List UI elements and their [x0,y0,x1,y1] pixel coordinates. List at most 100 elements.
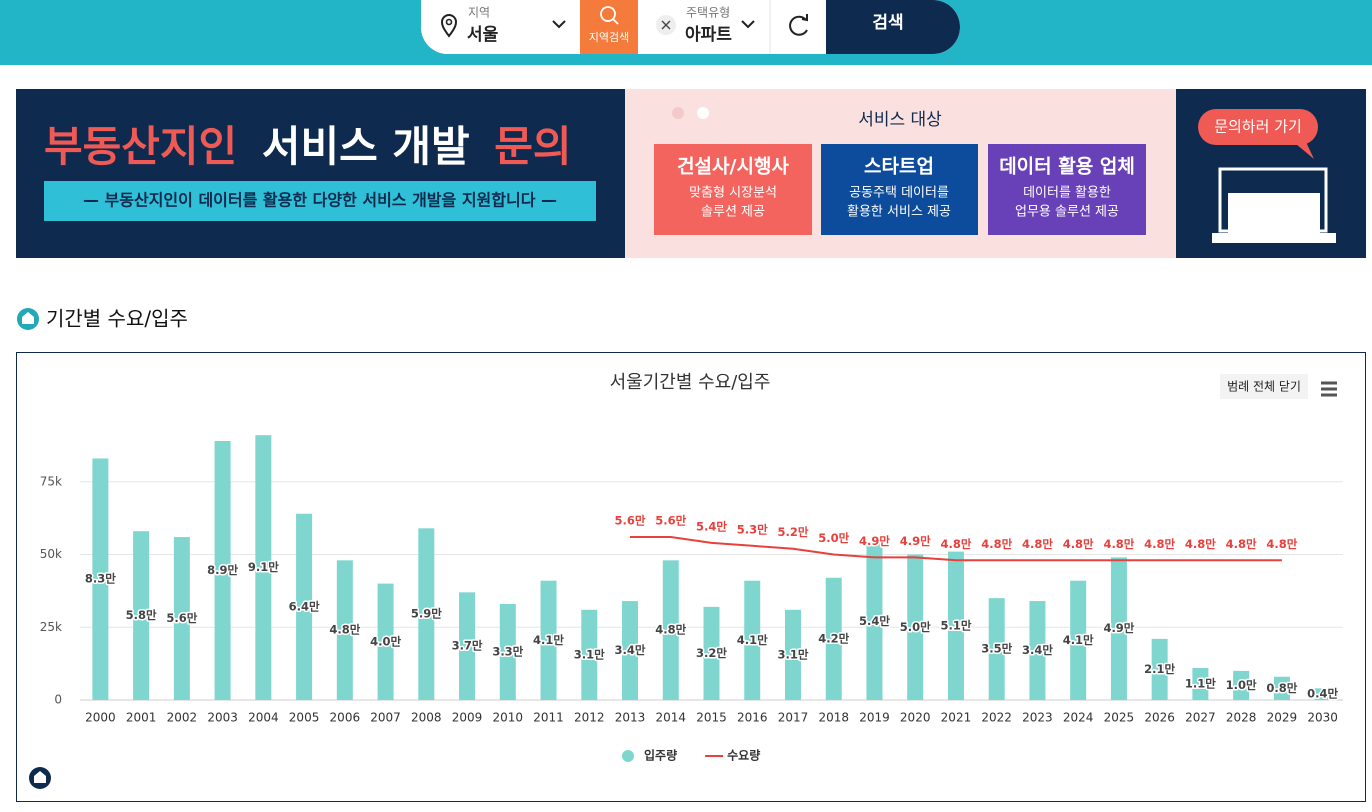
bar-value-label: 3.2만 [696,646,727,660]
x-tick-label: 2003 [207,711,238,725]
cta-bubble-tail [1296,142,1314,159]
line-value-label: 4.8만 [1266,537,1297,551]
bar-value-label: 3.4만 [615,643,646,657]
x-tick-label: 2029 [1267,711,1298,725]
bar [1273,676,1290,700]
bar-value-label: 3.1만 [574,647,605,661]
bar-value-label: 3.4만 [1022,643,1053,657]
bar [581,609,598,700]
bar [947,551,964,700]
type-label: 주택유형 [686,6,730,20]
bar-value-label: 3.3만 [492,644,523,658]
bar [1151,638,1168,700]
y-tick-label: 0 [54,693,62,707]
line-value-label: 4.8만 [1063,537,1094,551]
bar [1070,580,1087,700]
bar [418,528,435,700]
bar [499,603,516,700]
bar [255,435,272,700]
x-tick-label: 2017 [778,711,809,725]
x-tick-label: 2012 [574,711,605,725]
line-value-label: 4.8만 [1185,537,1216,551]
target-card [821,144,978,235]
line-value-label: 4.8만 [1022,537,1053,551]
target-desc: 활용한 서비스 제공 [847,205,951,220]
legend-toggle-button[interactable] [1220,374,1308,399]
line-value-label: 5.4만 [696,519,727,533]
cta-label[interactable]: 문의하러 가기 [1214,118,1302,136]
bar-value-label: 5.4만 [859,614,890,628]
bar [1029,601,1046,700]
region-search-button[interactable] [580,0,638,54]
bar [296,513,313,700]
x-tick-label: 2000 [85,711,116,725]
bar [1192,667,1209,700]
bar-value-label: 4.1만 [533,633,564,647]
search-button-label[interactable]: 검색 [872,13,903,33]
type-chevron[interactable] [741,20,755,29]
target-desc: 맞춤형 시장분석 [689,186,777,201]
type-value[interactable]: 아파트 [685,25,732,45]
x-tick-label: 2022 [981,711,1012,725]
line-value-label: 5.0만 [818,531,849,545]
region-search-label[interactable]: 지역검색 [589,31,629,44]
x-tick-label: 2006 [330,711,361,725]
targets-title: 서비스 대상 [858,110,942,130]
legend-toggle-label[interactable]: 범례 전체 닫기 [1227,380,1301,394]
legend-label[interactable]: 수요량 [727,749,760,763]
bar-value-label: 5.6만 [166,611,197,625]
target-name: 건설사/시행사 [677,156,789,178]
laptop-base [1212,233,1336,243]
bar [703,606,720,700]
y-tick-label: 75k [40,474,62,488]
x-tick-label: 2002 [167,711,198,725]
target-desc: 공동주택 데이터를 [849,186,949,201]
bar-value-label: 1.1만 [1185,676,1216,690]
carousel-dot[interactable] [672,107,684,119]
bar-value-label: 5.9만 [411,607,442,621]
bar-value-label: 4.1만 [1063,633,1094,647]
banner-subtitle-bg [44,181,596,221]
y-tick-label: 50k [40,547,62,561]
section-icon-house [22,312,34,324]
banner-title-middle: 서비스 개발 [262,122,470,171]
banner[interactable]: 부동산지인 서비스 개발 문의 — 부동산지인이 데이터를 활용한 다양한 서비… [16,89,1366,258]
bar-value-label: 4.8만 [655,623,686,637]
region-chevron[interactable] [552,20,566,29]
line-value-label: 4.8만 [1144,537,1175,551]
refresh-icon[interactable] [789,15,808,36]
bar-value-label: 5.0만 [900,620,931,634]
section-title: 기간별 수요/입주 [46,307,188,331]
line-value-label: 4.9만 [900,534,931,548]
line-value-label: 4.8만 [940,537,971,551]
legend-label[interactable]: 입주량 [644,749,677,763]
target-card [988,144,1146,235]
bar-value-label: 4.0만 [370,634,401,648]
search-button[interactable] [826,0,960,54]
x-tick-label: 2027 [1185,711,1216,725]
target-name: 스타트업 [864,156,934,178]
chart-title: 서울기간별 수요/입주 [610,372,771,393]
x-tick-label: 2026 [1144,711,1175,725]
bar-value-label: 5.1만 [940,618,971,632]
legend-marker[interactable] [622,750,634,762]
x-tick-label: 2024 [1063,711,1094,725]
bar-value-label: 3.5만 [981,642,1012,656]
search-icon-handle [612,18,619,25]
refresh-arrow [801,14,808,22]
line-value-label: 5.2만 [778,525,809,539]
line-value-label: 4.8만 [1103,537,1134,551]
menu-icon[interactable] [1321,381,1337,397]
section-header: 기간별 수요/입주 [17,307,188,331]
cta-button[interactable] [1198,109,1318,145]
bar-value-label: 4.1만 [737,633,768,647]
banner-title: 부동산지인 서비스 개발 문의 [44,122,572,171]
bar-value-label: 2.1만 [1144,662,1175,676]
bar [336,560,353,700]
region-value[interactable]: 서울 [467,25,499,45]
x-tick-label: 2008 [411,711,442,725]
bar-value-label: 6.4만 [289,599,320,613]
bar [214,441,231,700]
y-tick-label: 25k [40,620,62,634]
carousel-dot[interactable] [697,107,709,119]
